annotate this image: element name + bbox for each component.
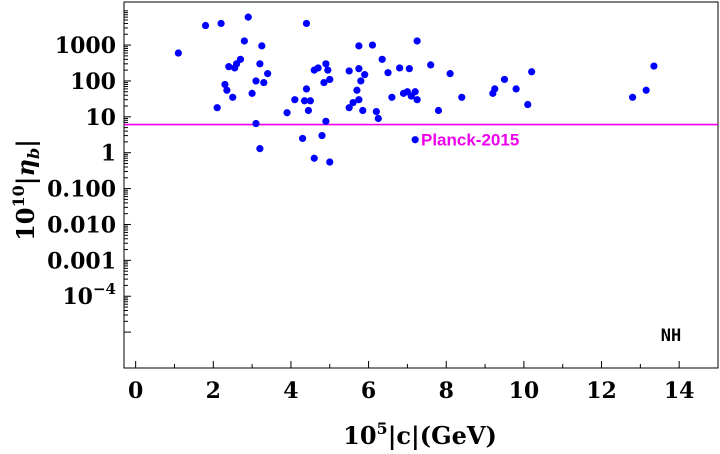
data-point	[368, 41, 377, 49]
data-point	[248, 89, 256, 97]
data-point	[405, 65, 413, 73]
data-point	[318, 131, 326, 140]
y-axis-ticks: 1000 100 10 1 0.100 0.010 0.001 10−4	[47, 10, 131, 333]
data-point	[642, 86, 650, 94]
data-point	[244, 13, 252, 21]
data-point	[374, 114, 382, 123]
data-point	[411, 88, 419, 96]
data-point	[355, 96, 363, 104]
data-point	[384, 69, 392, 77]
data-point	[314, 64, 322, 72]
x-tick-label: 6	[361, 378, 376, 404]
data-point	[361, 71, 369, 79]
data-point	[300, 97, 309, 105]
data-point	[322, 60, 330, 68]
svg-text:1010|ηb|: 1010|ηb|	[9, 139, 43, 241]
data-point	[229, 93, 237, 101]
data-point	[491, 85, 499, 93]
data-point	[256, 60, 264, 68]
nh-label: NH	[661, 326, 681, 346]
data-point	[500, 75, 509, 84]
data-point	[302, 19, 311, 28]
y-tick-label: 0.010	[47, 212, 116, 238]
data-point	[349, 98, 357, 107]
data-point	[223, 86, 231, 94]
x-tick-label: 0	[128, 378, 143, 404]
y-tick-label: 10−4	[62, 280, 116, 310]
planck-2015-label: Planck-2015	[421, 131, 519, 150]
y-tick-label: 0.100	[47, 177, 116, 203]
data-point	[326, 158, 334, 166]
data-point	[411, 136, 419, 144]
data-point	[174, 49, 182, 57]
x-axis-label: 105|c|(GeV)	[343, 419, 497, 450]
data-point	[528, 68, 536, 76]
data-point	[413, 96, 421, 104]
data-point	[355, 42, 363, 50]
data-point	[264, 70, 272, 78]
plot-frame	[123, 1, 719, 369]
data-point	[252, 77, 260, 85]
data-point	[304, 106, 313, 115]
data-point	[252, 119, 260, 128]
y-axis-label: 1010|ηb|	[9, 139, 43, 241]
data-point	[628, 93, 637, 101]
data-point	[458, 93, 466, 101]
data-point	[322, 117, 330, 125]
y-tick-label: 100	[70, 69, 116, 95]
data-point	[256, 145, 264, 153]
x-tick-label: 12	[586, 378, 617, 404]
data-point	[236, 55, 245, 63]
data-point	[320, 78, 328, 87]
data-point	[213, 104, 221, 112]
data-point	[291, 96, 299, 104]
y-tick-label: 1	[101, 141, 116, 167]
data-point	[512, 85, 520, 93]
data-point	[306, 97, 314, 105]
data-point	[302, 85, 311, 93]
data-point	[326, 75, 334, 84]
data-point	[434, 106, 443, 115]
data-point	[372, 107, 380, 116]
data-points	[174, 13, 658, 166]
data-point	[345, 67, 353, 75]
data-point	[427, 61, 435, 69]
data-point	[524, 100, 532, 109]
data-point	[298, 134, 307, 143]
x-tick-label: 8	[439, 378, 454, 404]
data-point	[650, 62, 658, 70]
data-point	[388, 93, 396, 101]
y-tick-label: 1000	[55, 33, 116, 59]
data-point	[378, 55, 386, 63]
y-tick-label: 10	[85, 105, 116, 131]
data-point	[240, 37, 248, 45]
data-point	[221, 80, 229, 89]
data-point	[217, 19, 225, 28]
data-point	[359, 106, 367, 115]
x-tick-label: 10	[509, 378, 540, 404]
data-point	[258, 42, 266, 50]
data-point	[225, 63, 233, 71]
data-point	[283, 109, 291, 117]
data-point	[260, 78, 268, 87]
data-point	[310, 154, 318, 162]
data-point	[413, 37, 421, 45]
data-point	[446, 70, 454, 78]
data-point	[355, 65, 363, 73]
x-tick-label: 4	[283, 378, 298, 404]
x-tick-label: 14	[664, 378, 695, 404]
data-point	[396, 64, 404, 72]
x-axis-ticks: 0 2 4 6 8 10 12 14	[128, 361, 719, 404]
data-point	[357, 77, 365, 85]
y-tick-label: 0.001	[47, 248, 116, 274]
data-point	[345, 104, 353, 112]
data-point	[324, 66, 332, 74]
x-tick-label: 2	[206, 378, 221, 404]
data-point	[201, 21, 210, 30]
data-point	[353, 86, 361, 94]
